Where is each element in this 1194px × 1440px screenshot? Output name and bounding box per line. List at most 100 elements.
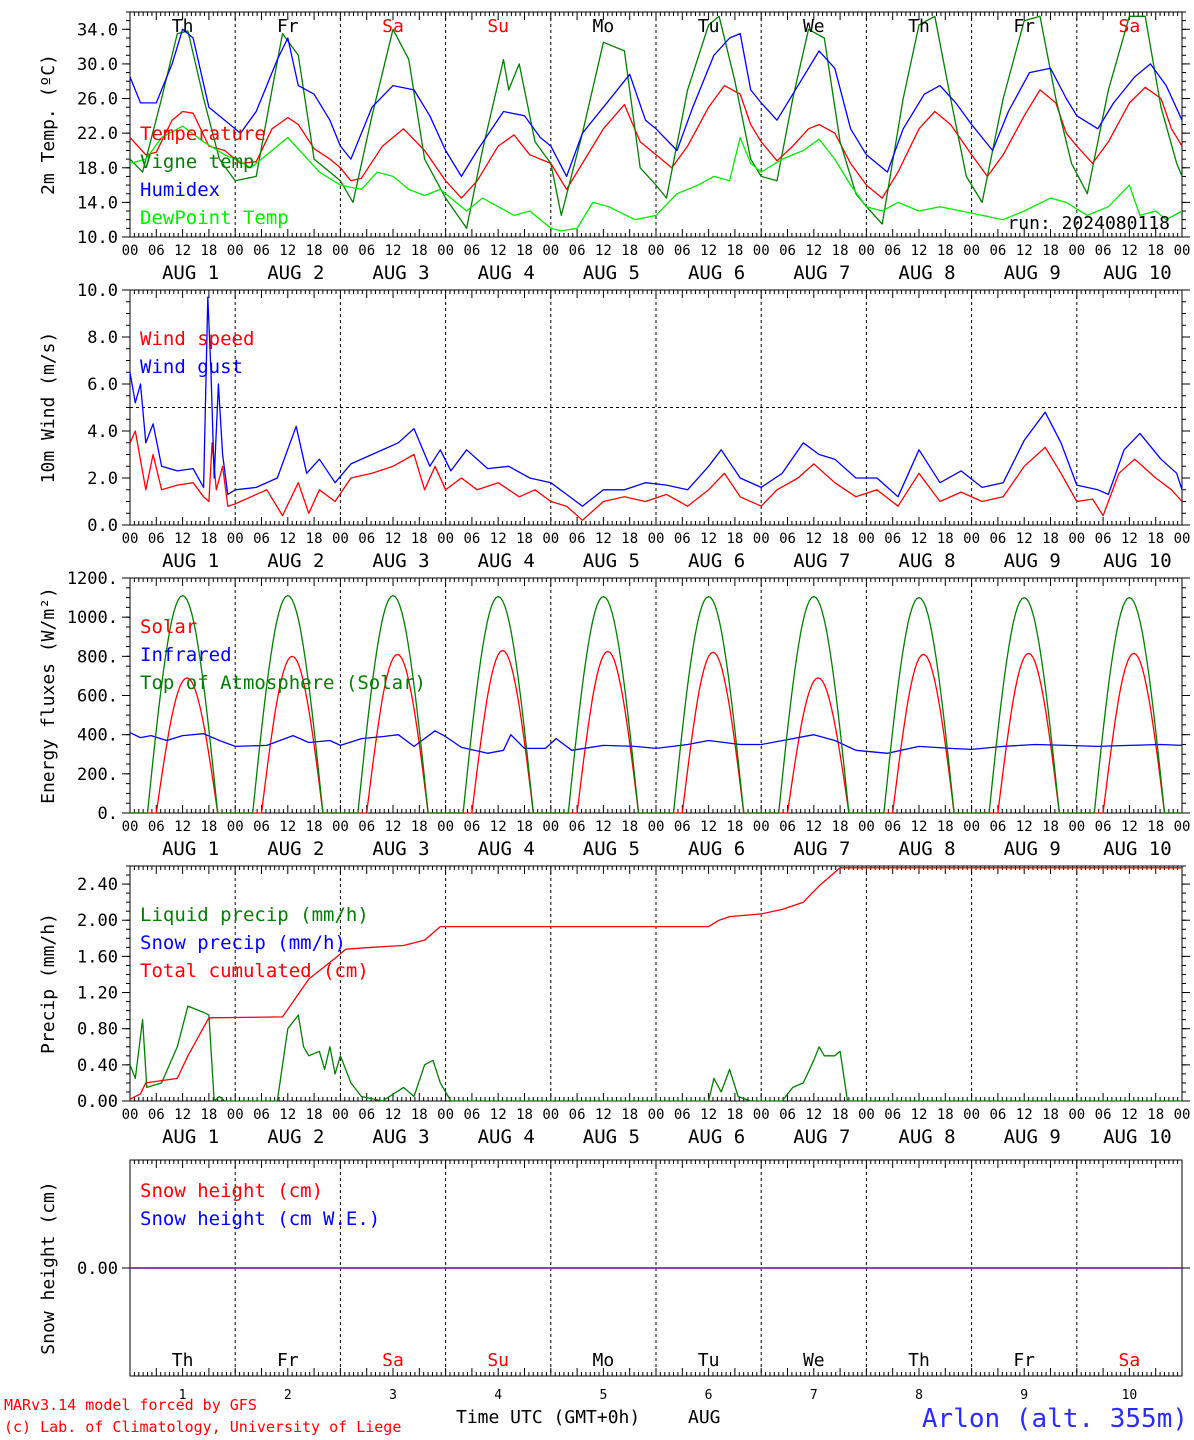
hour-tick-label: 06 xyxy=(884,531,901,547)
date-label: AUG 7 xyxy=(793,838,850,860)
hour-tick-label: 00 xyxy=(542,531,559,547)
hour-tick-label: 00 xyxy=(648,819,665,835)
hour-tick-label: 06 xyxy=(884,1107,901,1123)
hour-tick-label: 06 xyxy=(779,819,796,835)
hour-tick-label: 06 xyxy=(1095,243,1112,259)
date-label: AUG 6 xyxy=(688,1126,745,1148)
hour-tick-label: 18 xyxy=(621,1107,638,1123)
date-label: AUG 4 xyxy=(478,262,535,284)
hour-tick-label: 12 xyxy=(700,531,717,547)
hour-tick-label: 06 xyxy=(569,243,586,259)
weekday-label: Sa xyxy=(382,1350,404,1371)
hour-tick-label: 00 xyxy=(437,531,454,547)
hour-tick-label: 18 xyxy=(411,1107,428,1123)
series-humidex xyxy=(129,28,1183,178)
date-label: AUG 2 xyxy=(267,262,324,284)
hour-tick-label: 06 xyxy=(1095,1107,1112,1123)
hour-tick-label: 00 xyxy=(332,1107,349,1123)
hour-tick-label: 18 xyxy=(306,1107,323,1123)
time-axis-month: AUG xyxy=(688,1407,721,1428)
hour-tick-label: 18 xyxy=(1042,243,1059,259)
date-label: AUG 3 xyxy=(372,550,429,572)
hour-tick-label: 18 xyxy=(726,819,743,835)
date-label: AUG 9 xyxy=(1004,1126,1061,1148)
hour-tick-label: 12 xyxy=(911,819,928,835)
hour-tick-label: 12 xyxy=(385,531,402,547)
hour-tick-label: 06 xyxy=(989,819,1006,835)
hour-tick-label: 18 xyxy=(306,819,323,835)
date-label: AUG 5 xyxy=(583,1126,640,1148)
hour-tick-label: 12 xyxy=(911,1107,928,1123)
hour-tick-label: 00 xyxy=(332,531,349,547)
series-infrared xyxy=(129,730,1183,754)
hour-tick-label: 12 xyxy=(911,243,928,259)
hour-tick-label: 00 xyxy=(542,243,559,259)
hour-tick-label: 12 xyxy=(1121,1107,1138,1123)
weekday-label: Th xyxy=(172,1350,194,1371)
date-label: AUG 3 xyxy=(372,1126,429,1148)
y-tick-label: 10.0 xyxy=(77,281,118,301)
series-total-cumulated-cm xyxy=(129,867,1182,1100)
hour-tick-label: 06 xyxy=(989,243,1006,259)
series-layer xyxy=(129,15,1183,1269)
hour-tick-label: 12 xyxy=(1121,819,1138,835)
y-axis-label: Energy fluxes (W/m²) xyxy=(38,587,59,804)
date-label: AUG 10 xyxy=(1103,838,1172,860)
hour-tick-label: 12 xyxy=(805,1107,822,1123)
y-tick-label: 2.0 xyxy=(87,469,118,489)
y-tick-label: 0.80 xyxy=(77,1020,118,1040)
run-annotation: run: 2024080118 xyxy=(1007,213,1170,234)
hour-tick-label: 06 xyxy=(674,1107,691,1123)
legend-entry: DewPoint Temp xyxy=(140,207,289,229)
hour-tick-label: 12 xyxy=(490,819,507,835)
weekday-label: Tu xyxy=(698,1350,720,1371)
hour-tick-label: 00 xyxy=(858,243,875,259)
hour-tick-label: 12 xyxy=(279,531,296,547)
hour-tick-label: 00 xyxy=(227,531,244,547)
legend-entry: Infrared xyxy=(140,644,232,666)
hour-tick-label: 12 xyxy=(174,243,191,259)
date-label: AUG 8 xyxy=(898,838,955,860)
hour-tick-label: 12 xyxy=(911,531,928,547)
hour-tick-label: 00 xyxy=(1068,1107,1085,1123)
legend-entry: Wind speed xyxy=(140,328,254,350)
date-label: AUG 6 xyxy=(688,550,745,572)
hour-tick-label: 12 xyxy=(805,243,822,259)
hour-tick-label: 06 xyxy=(569,819,586,835)
hour-tick-label: 00 xyxy=(122,243,139,259)
hour-tick-label: 00 xyxy=(858,819,875,835)
text-layer: 10.014.018.022.026.030.034.02m Temp. (ºC… xyxy=(38,16,1190,1403)
date-label: AUG 3 xyxy=(372,262,429,284)
hour-tick-label: 00 xyxy=(227,243,244,259)
hour-tick-label: 12 xyxy=(279,819,296,835)
hour-tick-label: 06 xyxy=(463,1107,480,1123)
date-label: 1 xyxy=(179,1388,187,1403)
hour-tick-label: 18 xyxy=(516,1107,533,1123)
hour-tick-label: 12 xyxy=(174,531,191,547)
hour-tick-label: 18 xyxy=(306,243,323,259)
hour-tick-label: 00 xyxy=(1068,243,1085,259)
hour-tick-label: 18 xyxy=(1147,531,1164,547)
weekday-label: Th xyxy=(908,1350,930,1371)
hour-tick-label: 06 xyxy=(463,531,480,547)
weekday-label: Fr xyxy=(277,16,299,37)
time-axis-label: Time UTC (GMT+0h) xyxy=(456,1407,640,1428)
legend-entry: Total cumulated (cm) xyxy=(140,960,369,982)
weekday-label: Th xyxy=(172,16,194,37)
y-tick-label: 1.60 xyxy=(77,947,118,967)
hour-tick-label: 18 xyxy=(1042,819,1059,835)
hour-tick-label: 06 xyxy=(569,1107,586,1123)
hour-tick-label: 12 xyxy=(385,1107,402,1123)
legend-entry: Liquid precip (mm/h) xyxy=(140,904,369,926)
date-label: AUG 5 xyxy=(583,838,640,860)
weekday-label: Tu xyxy=(698,16,720,37)
date-label: AUG 5 xyxy=(583,262,640,284)
hour-tick-label: 00 xyxy=(648,1107,665,1123)
y-tick-label: 8.0 xyxy=(87,328,118,348)
hour-tick-label: 12 xyxy=(700,819,717,835)
date-label: AUG 4 xyxy=(478,1126,535,1148)
weekday-label: We xyxy=(803,16,825,37)
hour-tick-label: 00 xyxy=(858,1107,875,1123)
hour-tick-label: 06 xyxy=(358,243,375,259)
hour-tick-label: 06 xyxy=(1095,531,1112,547)
